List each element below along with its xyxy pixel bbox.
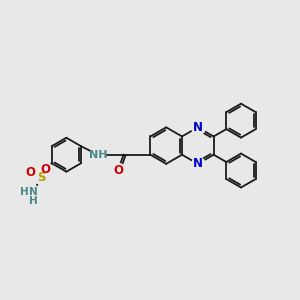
Text: S: S [37, 171, 46, 184]
Text: O: O [40, 163, 50, 176]
Text: NH: NH [89, 150, 107, 160]
Text: H: H [20, 187, 29, 197]
Text: N: N [29, 187, 38, 197]
Text: O: O [113, 164, 123, 176]
Text: O: O [25, 166, 35, 178]
Text: N: N [193, 121, 203, 134]
Text: H: H [29, 196, 38, 206]
Text: N: N [193, 157, 203, 170]
